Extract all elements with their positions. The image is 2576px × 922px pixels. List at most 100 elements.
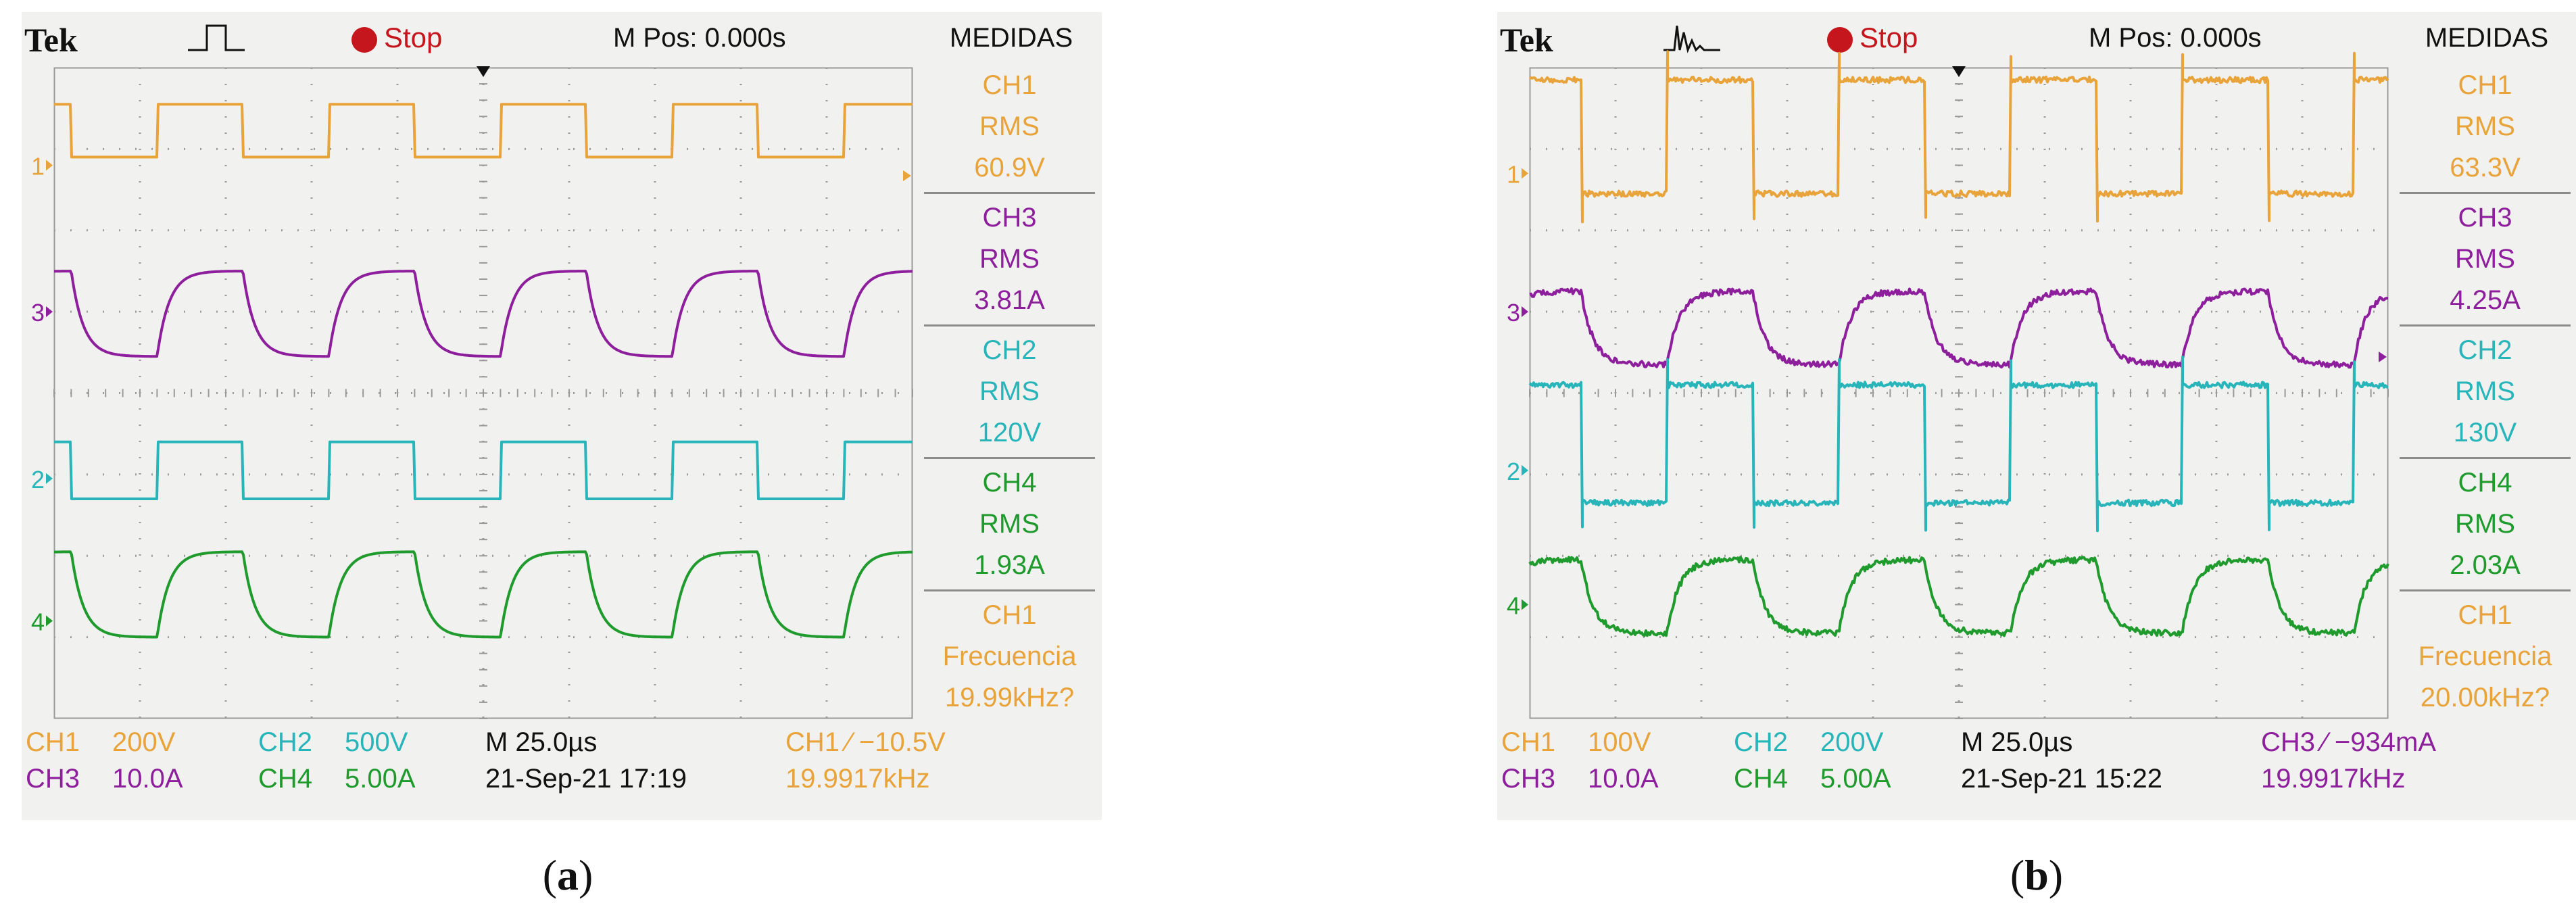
measurement-value: 130V — [2453, 418, 2517, 447]
caption-letter: b — [2024, 851, 2049, 899]
channel-ground-arrow — [1522, 168, 1528, 179]
channel-ground-arrow — [46, 160, 53, 171]
ch1-scale: 100V — [1588, 727, 1651, 757]
caption-letter: a — [557, 851, 579, 899]
graticule — [53, 67, 913, 719]
trace-ch3 — [1529, 287, 2389, 369]
measurement-value: 3.81A — [974, 285, 1045, 315]
status-footer: CH1 200V CH2 500V CH3 10.0A CH4 5.00A M … — [22, 727, 1102, 820]
ch3-scale: 10.0A — [112, 764, 183, 794]
ch4-label: CH4 — [258, 764, 313, 794]
measurement-5: CH1 Frecuencia 20.00kHz? — [2393, 591, 2576, 719]
date-time: 21-Sep-21 17:19 — [485, 764, 687, 794]
trigger-frequency: 19.9917kHz — [785, 764, 930, 794]
channel-ground-arrow — [1522, 306, 1528, 318]
horizontal-position: M Pos: 0.000s — [2089, 23, 2262, 53]
stop-icon — [351, 27, 377, 53]
trigger-info: CH1 ∕ −10.5V — [785, 727, 946, 757]
channel-marker-4: 4 — [1507, 591, 1520, 619]
channel-ground-arrow — [46, 472, 53, 484]
measurement-channel: CH4 — [982, 468, 1037, 498]
trace-ch4 — [1528, 556, 2389, 637]
measure-panel: CH1 RMS 63.3V CH3 RMS 4.25A CH2 RMS 130V… — [2393, 61, 2576, 723]
trigger-position-marker — [477, 66, 490, 77]
brand-logo: Tek — [24, 21, 78, 59]
waveform-display: 1 3 2 4 — [31, 66, 913, 719]
channel-marker-2: 2 — [1507, 458, 1520, 485]
channel-ground-arrow — [1522, 599, 1528, 610]
measure-divider — [924, 192, 1095, 194]
measure-divider — [2400, 457, 2571, 459]
trace-ch1 — [54, 103, 913, 159]
waveform-display: 1 3 2 4 — [1507, 50, 2389, 719]
measurement-channel: CH1 — [2458, 70, 2512, 100]
run-status: Stop — [1860, 22, 1918, 53]
measure-divider — [2400, 324, 2571, 326]
measurement-type: RMS — [2455, 244, 2515, 274]
trigger-level-arrow — [2379, 351, 2387, 362]
channel-marker-2: 2 — [31, 466, 45, 493]
ch4-label: CH4 — [1734, 764, 1789, 794]
measurement-type: RMS — [979, 509, 1040, 539]
stop-icon — [1827, 27, 1853, 53]
trace-ch2 — [54, 440, 913, 500]
measurement-type: Frecuencia — [942, 641, 1077, 671]
trace-ch1 — [1528, 50, 2389, 224]
trace-ch4 — [54, 550, 913, 639]
date-time: 21-Sep-21 15:22 — [1961, 764, 2163, 794]
ch1-label: CH1 — [26, 727, 80, 757]
trace-ch3 — [53, 270, 913, 358]
measurement-value: 2.03A — [2450, 550, 2521, 580]
single-pulse-icon — [188, 24, 245, 51]
ch2-scale: 200V — [1820, 727, 1884, 757]
trigger-level-arrow — [903, 170, 911, 181]
top-bar: Tek Stop M Pos: 0.000s — [1497, 12, 2389, 61]
measurement-5: CH1 Frecuencia 19.99kHz? — [917, 591, 1102, 719]
top-bar: Tek Stop M Pos: 0.000s — [22, 12, 914, 61]
measurement-2: CH3 RMS 3.81A — [917, 193, 1102, 322]
measurement-value: 4.25A — [2450, 285, 2521, 315]
channel-marker-3: 3 — [1507, 299, 1520, 326]
measurement-channel: CH4 — [2458, 468, 2512, 498]
timebase: M 25.0µs — [485, 727, 598, 757]
timebase: M 25.0µs — [1961, 727, 2073, 757]
caption-paren: ( — [2010, 851, 2025, 899]
noisy-pulse-icon — [1663, 25, 1720, 53]
ch3-scale: 10.0A — [1588, 764, 1659, 794]
channel-ground-arrow — [46, 615, 53, 627]
ch3-label: CH3 — [1501, 764, 1556, 794]
measurement-2: CH3 RMS 4.25A — [2393, 193, 2576, 322]
measurement-type: RMS — [979, 377, 1040, 406]
measure-divider — [924, 324, 1095, 326]
measurement-channel: CH1 — [982, 600, 1037, 630]
measurement-channel: CH2 — [982, 335, 1037, 365]
measurement-1: CH1 RMS 63.3V — [2393, 61, 2576, 189]
oscilloscope-screen-b: Tek Stop M Pos: 0.000s MEDIDAS CH1 RMS 6… — [1497, 12, 2576, 820]
channel-ground-arrow — [46, 306, 53, 318]
measurement-channel: CH1 — [982, 70, 1037, 100]
measurement-value: 63.3V — [2450, 153, 2521, 183]
measurement-channel: CH3 — [982, 203, 1037, 233]
measurement-type: RMS — [979, 112, 1040, 141]
trigger-info: CH3 ∕ −934mA — [2261, 727, 2437, 757]
measurement-channel: CH1 — [2458, 600, 2512, 630]
measurement-3: CH2 RMS 130V — [2393, 326, 2576, 454]
measurement-value: 19.99kHz? — [944, 683, 1075, 712]
measurement-type: RMS — [2455, 112, 2515, 141]
ch2-scale: 500V — [345, 727, 408, 757]
horizontal-position: M Pos: 0.000s — [613, 23, 786, 53]
run-status: Stop — [384, 22, 443, 53]
measurement-type: RMS — [2455, 377, 2515, 406]
measurement-3: CH2 RMS 120V — [917, 326, 1102, 454]
measurement-value: 1.93A — [974, 550, 1045, 580]
channel-marker-3: 3 — [31, 299, 45, 326]
status-footer: CH1 100V CH2 200V CH3 10.0A CH4 5.00A M … — [1497, 727, 2576, 820]
channel-marker-4: 4 — [31, 608, 45, 636]
ch2-label: CH2 — [258, 727, 313, 757]
ch4-scale: 5.00A — [345, 764, 416, 794]
measurement-value: 120V — [977, 418, 1042, 447]
measure-divider — [924, 457, 1095, 459]
caption-a: (a) — [466, 850, 669, 900]
ch3-label: CH3 — [26, 764, 80, 794]
measurement-channel: CH3 — [2458, 203, 2512, 233]
